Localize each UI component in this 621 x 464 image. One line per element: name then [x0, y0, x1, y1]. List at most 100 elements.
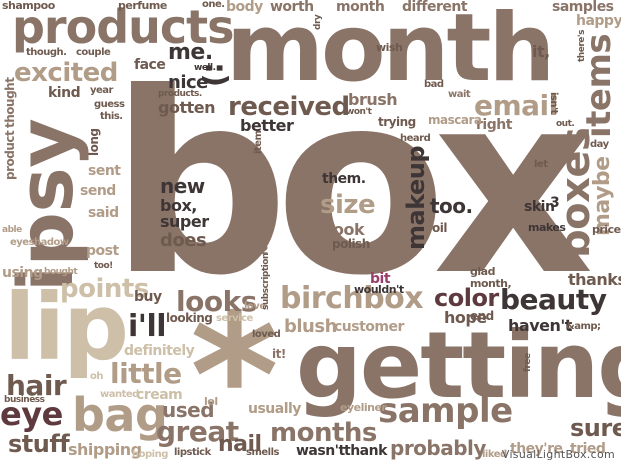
word-havent: haven't — [508, 316, 572, 335]
word-worth: worth — [270, 0, 314, 15]
word-theres: there's — [577, 30, 587, 62]
word-hoping: hoping — [132, 449, 168, 460]
word-excited: excited — [14, 58, 118, 88]
word-look: look — [328, 220, 365, 239]
word-sample: sample — [378, 391, 513, 431]
word-products-dot: products. — [158, 89, 202, 99]
word-out: out. — [556, 119, 575, 129]
word-hair: hair — [6, 369, 67, 402]
word-box: box — [110, 39, 594, 330]
word-bad: bad — [424, 79, 444, 90]
word-items: items — [579, 33, 619, 138]
word-smells: smells — [246, 447, 279, 458]
word-me: me. — [168, 40, 213, 65]
word-guess: guess — [94, 99, 125, 110]
word-skin: skin — [524, 199, 555, 215]
word-product: product — [3, 130, 17, 180]
word-different: different — [402, 0, 468, 15]
word-received: received — [228, 92, 350, 122]
word-little: little — [110, 357, 182, 390]
word-usually: usually — [248, 401, 301, 417]
word-three: 3 — [550, 195, 560, 211]
word-cream: cream — [136, 387, 183, 403]
word-beauty: beauty — [500, 283, 607, 316]
word-definitely: definitely — [124, 343, 195, 359]
word-bag: bag — [72, 388, 168, 442]
word-able: able — [2, 225, 22, 235]
word-though: though. — [26, 47, 67, 58]
word-day: day — [590, 139, 609, 150]
word-month: month — [226, 0, 555, 103]
word-wish: wish — [376, 41, 403, 54]
word-business: business — [4, 395, 45, 405]
word-long: long — [87, 128, 101, 157]
word-price: price — [592, 223, 621, 236]
word-products: products — [12, 0, 235, 54]
word-heard: heard — [400, 133, 431, 144]
word-nail: nail — [218, 432, 262, 457]
word-sure: sure — [570, 414, 621, 442]
word-sent: sent — [88, 163, 121, 179]
word-great: great — [156, 415, 239, 448]
word-oil: oil — [432, 221, 447, 235]
word-couple: couple — [76, 47, 111, 58]
word-oh: oh — [90, 371, 104, 382]
word-perfume: perfume — [118, 0, 167, 12]
word-right: right — [476, 117, 512, 133]
word-nice: nice — [168, 72, 208, 93]
word-probably: probably — [390, 436, 486, 460]
word-theyre: they're — [510, 441, 563, 457]
word-said: said — [88, 205, 119, 221]
word-customer: customer — [334, 319, 404, 335]
word-blush: blush — [284, 316, 337, 337]
word-tried: tried — [570, 441, 606, 457]
word-isnt: isn't — [548, 92, 559, 114]
word-used: used — [162, 398, 215, 422]
word-colon-two: :2 — [256, 243, 269, 257]
word-buy: buy — [134, 289, 162, 305]
word-bought: bought — [44, 267, 78, 277]
word-this: this. — [100, 111, 123, 122]
word-item: item — [253, 130, 264, 154]
word-send: send — [80, 183, 116, 199]
word-thought: thought — [3, 77, 17, 128]
word-face: face — [134, 57, 166, 73]
word-new: new — [160, 174, 205, 198]
word-body: body — [226, 0, 263, 15]
word-it-bang: it! — [272, 347, 286, 361]
word-does: does — [160, 230, 207, 251]
word-subscription: subscription — [261, 253, 271, 310]
word-email: email — [474, 89, 558, 122]
word-color: color — [434, 284, 499, 312]
word-makeup: makeup — [402, 145, 430, 250]
word-month-small: month — [336, 0, 385, 15]
word-kind: kind — [48, 85, 81, 101]
word-using: using — [2, 265, 43, 281]
word-one: one. — [202, 0, 225, 10]
word-amp: &amp; — [566, 321, 601, 332]
word-eyeshadow: eyeshadow — [10, 237, 69, 248]
word-wont: won't — [346, 107, 372, 117]
word-samples: samples — [552, 0, 614, 15]
word-service: service — [216, 313, 253, 324]
word-liked: liked — [482, 449, 507, 460]
word-end: end — [470, 309, 494, 323]
word-let: let — [534, 159, 548, 170]
word-month-comma: month, — [470, 277, 512, 290]
word-happy: happy — [576, 13, 621, 29]
word-thanks: thanks — [568, 270, 621, 289]
word-birchbox: birchbox — [280, 281, 424, 316]
word-mascara: mascara — [428, 113, 482, 127]
word-makes: makes — [528, 221, 566, 234]
word-getting: getting — [296, 312, 621, 419]
word-free: free — [523, 353, 533, 372]
word-year: year — [90, 85, 113, 96]
word-lipstick: lipstick — [174, 447, 211, 458]
word-looks: looks — [176, 285, 257, 318]
word-eyeliner: eyeliner — [340, 401, 387, 414]
word-it-comma: it, — [532, 42, 550, 61]
word-too: too. — [430, 194, 473, 218]
word-post: post — [86, 243, 119, 259]
word-polish: polish — [332, 237, 370, 251]
